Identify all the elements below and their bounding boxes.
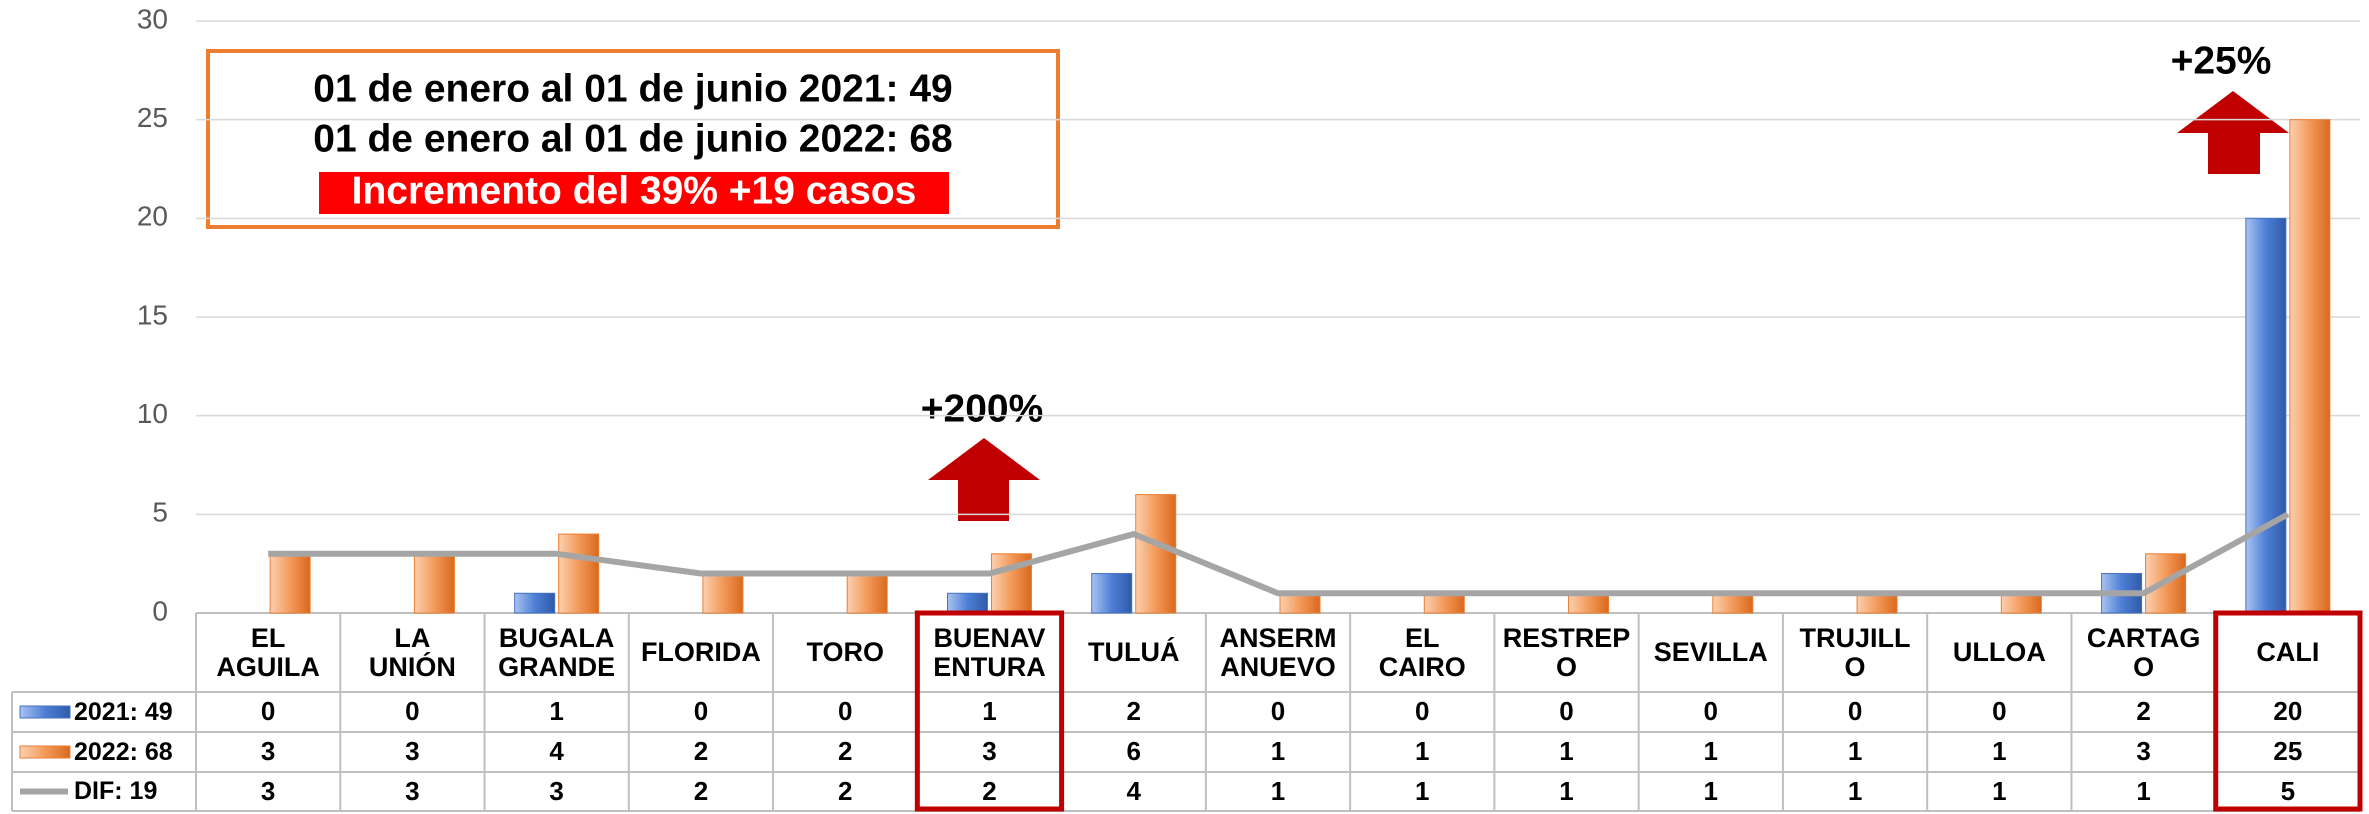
table-value: 25 bbox=[2273, 736, 2303, 767]
category-label: BUENAV ENTURA bbox=[933, 623, 1046, 682]
highlight bbox=[319, 172, 949, 214]
legend-label: 2022: 68 bbox=[74, 737, 173, 766]
table-value: 20 bbox=[2273, 696, 2303, 727]
table-value: 2 bbox=[837, 775, 853, 806]
category-label: TRUJILL O bbox=[1799, 623, 1911, 682]
bar bbox=[702, 573, 744, 614]
table-value: 1 bbox=[1415, 736, 1430, 767]
annotation-text: Incremento del 39% +19 casos bbox=[352, 169, 917, 212]
category-label: CARTAG O bbox=[2086, 623, 2201, 682]
legend-key bbox=[19, 705, 71, 719]
table-value: 0 bbox=[1415, 696, 1430, 727]
legend-label: 2021: 49 bbox=[74, 697, 173, 726]
table-value: 0 bbox=[1703, 696, 1719, 727]
table-value: 0 bbox=[1847, 696, 1863, 727]
line bbox=[268, 511, 2290, 597]
category-label: ULLOA bbox=[1952, 637, 2046, 668]
table-value: 1 bbox=[1703, 736, 1719, 767]
table-value: 1 bbox=[1847, 736, 1863, 767]
category-label: TULUÁ bbox=[1087, 637, 1180, 668]
bar bbox=[269, 553, 311, 614]
table-value: 0 bbox=[1992, 696, 2007, 727]
y-tick-label: 0 bbox=[152, 595, 168, 626]
bar bbox=[558, 533, 600, 614]
table-value: 2 bbox=[693, 775, 709, 806]
y-tick-label: 30 bbox=[137, 3, 168, 34]
bar bbox=[2289, 119, 2331, 614]
category-label: EL CAIRO bbox=[1378, 623, 1466, 682]
table-value: 0 bbox=[260, 696, 276, 727]
table-value: 1 bbox=[1559, 775, 1574, 806]
highlight-box bbox=[2213, 610, 2363, 812]
table-value: 1 bbox=[1270, 736, 1286, 767]
table-value: 1 bbox=[1270, 775, 1286, 806]
table-value: 2 bbox=[982, 775, 997, 806]
table-value: 1 bbox=[1703, 775, 1719, 806]
table-value: 3 bbox=[549, 775, 564, 806]
table-value: 0 bbox=[1559, 696, 1574, 727]
category-label: RESTREP O bbox=[1502, 623, 1631, 682]
bar bbox=[413, 553, 455, 614]
table-value: 2 bbox=[2136, 696, 2151, 727]
table-value: 1 bbox=[1415, 775, 1430, 806]
table-value: 1 bbox=[1992, 736, 2007, 767]
table-value: 5 bbox=[2280, 775, 2296, 806]
table-value: 0 bbox=[837, 696, 853, 727]
table-value: 1 bbox=[549, 696, 564, 727]
table-value: 6 bbox=[1126, 736, 1141, 767]
table-value: 3 bbox=[2136, 736, 2151, 767]
table-value: 2 bbox=[1126, 696, 1141, 727]
table-value: 1 bbox=[1992, 775, 2007, 806]
table-value: 4 bbox=[1126, 775, 1141, 806]
legend-label: DIF: 19 bbox=[74, 777, 158, 806]
category-label: FLORIDA bbox=[640, 637, 761, 668]
annotation-text: +25% bbox=[2171, 39, 2272, 82]
table-value: 3 bbox=[405, 736, 420, 767]
annotation-text: +200% bbox=[921, 387, 1044, 430]
arrow-up bbox=[928, 438, 1040, 521]
table-value: 1 bbox=[1847, 775, 1863, 806]
y-tick-label: 20 bbox=[137, 201, 168, 232]
table-value: 1 bbox=[982, 696, 997, 727]
table-value: 0 bbox=[1270, 696, 1286, 727]
y-tick-label: 5 bbox=[152, 497, 168, 528]
table-value: 3 bbox=[260, 736, 276, 767]
category-label: CALI bbox=[2256, 637, 2320, 668]
category-label: LA UNIÓN bbox=[368, 623, 456, 682]
bar bbox=[2245, 217, 2287, 614]
bar bbox=[1135, 494, 1177, 614]
bar bbox=[946, 592, 988, 614]
category-label: ANSERM ANUEVO bbox=[1219, 623, 1337, 682]
category-label: SEVILLA bbox=[1653, 637, 1768, 668]
arrow-up bbox=[2177, 91, 2289, 174]
y-tick-label: 25 bbox=[137, 102, 168, 133]
y-tick-label: 10 bbox=[137, 398, 168, 429]
y-tick-label: 15 bbox=[137, 299, 168, 330]
table-value: 4 bbox=[549, 736, 564, 767]
bar bbox=[846, 573, 888, 614]
table-value: 2 bbox=[693, 736, 709, 767]
table-value: 3 bbox=[260, 775, 276, 806]
bar bbox=[514, 592, 556, 614]
table-value: 1 bbox=[2136, 775, 2151, 806]
table-value: 0 bbox=[693, 696, 709, 727]
table-value: 0 bbox=[405, 696, 420, 727]
legend-key bbox=[19, 745, 71, 759]
table-value: 2 bbox=[837, 736, 853, 767]
bar bbox=[1091, 573, 1133, 614]
category-label: EL AGUILA bbox=[216, 623, 320, 682]
annotation-text: 01 de enero al 01 de junio 2022: 68 bbox=[313, 117, 952, 160]
table-value: 3 bbox=[982, 736, 997, 767]
highlight-box bbox=[914, 610, 1065, 812]
table-value: 1 bbox=[1559, 736, 1574, 767]
category-label: BUGALA GRANDE bbox=[498, 623, 616, 682]
annotation-text: 01 de enero al 01 de junio 2021: 49 bbox=[313, 67, 952, 110]
category-label: TORO bbox=[806, 637, 884, 668]
table-value: 3 bbox=[405, 775, 420, 806]
